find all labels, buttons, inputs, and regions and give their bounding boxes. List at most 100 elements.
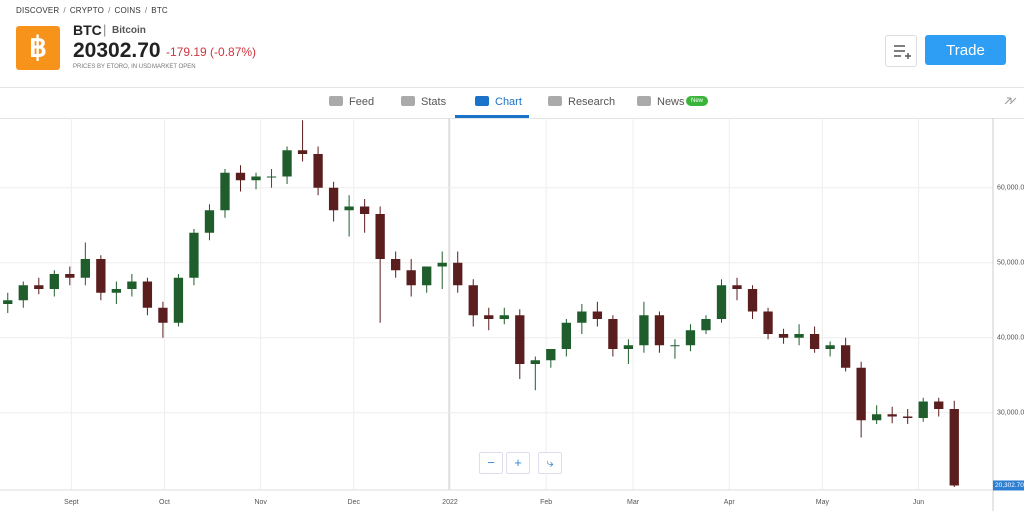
candle-body: [918, 401, 928, 418]
y-tick-label: 60,000.00: [997, 185, 1024, 192]
candle-body: [654, 315, 665, 346]
market-status: MARKET OPEN: [152, 64, 196, 70]
last-price-tag: [993, 480, 1024, 491]
candle-body: [809, 334, 820, 349]
breadcrumbs: DISCOVER / CRYPTO / COINS / BTC: [16, 6, 168, 15]
tab-icon: [329, 96, 343, 106]
candle-body: [189, 232, 199, 278]
news-badge: New: [686, 96, 709, 106]
logo-icon: ฿: [29, 31, 47, 62]
tab[interactable]: Stats: [401, 96, 446, 108]
candle-body: [173, 277, 184, 323]
zoom-in[interactable]: +: [506, 452, 530, 474]
candle-body: [747, 289, 758, 312]
y-tick-label: 50,000.00: [997, 260, 1024, 267]
candle-body: [235, 172, 246, 181]
x-tick-label: Oct: [159, 499, 170, 506]
watchlist-icon: [894, 45, 911, 59]
tab-label: Research: [568, 96, 616, 108]
x-tick-label: Nov: [254, 499, 267, 506]
x-tick-label: Dec: [348, 499, 361, 506]
candle-body: [561, 322, 571, 349]
candle-body: [546, 349, 556, 361]
candle-body: [872, 414, 882, 421]
separator: /: [63, 6, 66, 15]
candle-body: [949, 409, 959, 486]
candle-body: [406, 270, 416, 286]
candle-body: [934, 401, 944, 409]
candle-body: [220, 172, 230, 211]
divider: |: [103, 22, 107, 37]
candle-body: [158, 307, 168, 323]
y-tick-label: 30,000.00: [997, 410, 1024, 417]
tab-label: Stats: [421, 96, 447, 108]
candle-body: [328, 187, 339, 211]
candle-body: [903, 416, 913, 418]
candle-body: [685, 330, 696, 346]
candle-body: [530, 360, 540, 364]
candle-body: [856, 367, 866, 421]
candle-body: [608, 319, 618, 349]
breadcrumb[interactable]: DISCOVER: [16, 6, 60, 15]
price-source: PRICES BY ETORO, IN USD: [73, 64, 152, 70]
candle-body: [623, 345, 634, 349]
watchlist-button[interactable]: [885, 35, 917, 67]
candle-body: [437, 262, 447, 267]
candle-body: [391, 259, 401, 271]
candle-body: [204, 210, 215, 233]
breadcrumb[interactable]: CRYPTO: [69, 6, 105, 15]
y-tick-label: 40,000.00: [997, 335, 1024, 342]
candle-body: [266, 176, 277, 178]
tab-icon: [548, 96, 562, 106]
instrument-name: Bitcoin: [112, 25, 146, 36]
zoom-out[interactable]: −: [479, 452, 503, 474]
tab[interactable]: Chart: [475, 96, 522, 108]
fullscreen-icon[interactable]: [1004, 97, 1017, 105]
candle-body: [142, 281, 153, 308]
svg-text:฿: ฿: [29, 31, 47, 62]
separator: /: [144, 6, 148, 15]
tab-bar: Feed Stats Chart Research News: [0, 88, 1024, 119]
candle-body: [577, 311, 587, 323]
candle-body: [422, 266, 432, 286]
tab-icon: [475, 96, 489, 106]
candle-body: [763, 311, 773, 334]
candle-body: [111, 289, 122, 293]
candle-body: [778, 334, 789, 338]
candle-body: [639, 315, 649, 346]
candle-body: [468, 285, 478, 316]
separator: /: [108, 6, 111, 15]
candle-body: [592, 311, 603, 319]
x-tick-label: Feb: [540, 499, 552, 506]
share[interactable]: ⤷: [538, 452, 562, 474]
tab-label: News: [657, 96, 685, 108]
tab[interactable]: Research: [548, 96, 615, 108]
breadcrumb[interactable]: COINS: [114, 6, 141, 15]
tab[interactable]: Feed: [329, 96, 374, 108]
candle-body: [453, 262, 463, 286]
trade-button[interactable]: Trade: [925, 35, 1006, 65]
candle-body: [701, 319, 711, 331]
candle-body: [3, 300, 13, 304]
candle-body: [515, 315, 525, 364]
tab-label: Feed: [349, 96, 375, 108]
candle-body: [887, 414, 897, 417]
candle-body: [80, 259, 90, 278]
x-tick-label: May: [816, 499, 830, 506]
candle-body: [499, 315, 509, 319]
tab[interactable]: News: [637, 96, 685, 108]
candle-body: [840, 345, 851, 368]
candle-body: [484, 315, 494, 319]
candle-body: [251, 176, 261, 181]
candle-body: [670, 345, 680, 347]
divider: [0, 87, 1024, 88]
candle-body: [65, 274, 75, 278]
candle-body: [282, 150, 292, 177]
candle-body: [375, 214, 385, 259]
candle-body: [794, 334, 804, 338]
x-tick-label: Mar: [627, 499, 640, 506]
candle-body: [313, 154, 323, 188]
candle-body: [96, 259, 106, 293]
